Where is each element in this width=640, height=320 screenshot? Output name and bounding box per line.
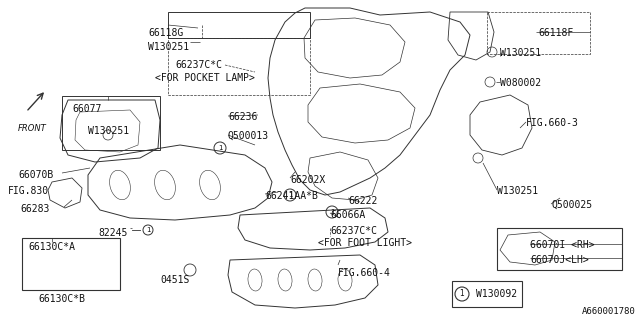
- Bar: [62, 96, 160, 150]
- Text: 66118G: 66118G: [148, 28, 183, 38]
- Text: 1: 1: [288, 192, 292, 198]
- Text: 66118F: 66118F: [538, 28, 573, 38]
- Text: W130092: W130092: [476, 289, 517, 299]
- Text: 66077: 66077: [72, 104, 101, 114]
- Text: 1: 1: [460, 290, 465, 299]
- Bar: [168, 12, 310, 38]
- Text: 66130C*A: 66130C*A: [28, 242, 75, 252]
- Text: W130251: W130251: [88, 126, 129, 136]
- Text: FIG.660-3: FIG.660-3: [526, 118, 579, 128]
- Bar: [452, 281, 522, 307]
- Bar: [168, 38, 310, 95]
- Text: FRONT: FRONT: [18, 124, 47, 133]
- Text: 1: 1: [146, 227, 150, 233]
- Text: 82245: 82245: [98, 228, 127, 238]
- Text: W130251: W130251: [500, 48, 541, 58]
- Text: W130251: W130251: [497, 186, 538, 196]
- Text: Q500013: Q500013: [228, 131, 269, 141]
- Text: 66222: 66222: [348, 196, 378, 206]
- Bar: [22, 238, 120, 290]
- Text: 66130C*B: 66130C*B: [38, 294, 85, 304]
- Text: A660001780: A660001780: [582, 307, 636, 316]
- Text: 0451S: 0451S: [160, 275, 189, 285]
- Text: FIG.660-4: FIG.660-4: [338, 268, 391, 278]
- Text: W080002: W080002: [500, 78, 541, 88]
- Text: 66237C*C: 66237C*C: [330, 226, 377, 236]
- Text: 66066A: 66066A: [330, 210, 365, 220]
- Text: 66070J<LH>: 66070J<LH>: [530, 255, 589, 265]
- Text: 1: 1: [218, 145, 222, 151]
- Bar: [497, 228, 622, 270]
- Text: Q500025: Q500025: [551, 200, 592, 210]
- Text: 66241AA*B: 66241AA*B: [265, 191, 318, 201]
- Text: <FOR POCKET LAMP>: <FOR POCKET LAMP>: [155, 73, 255, 83]
- Text: <FOR FOOT LIGHT>: <FOR FOOT LIGHT>: [318, 238, 412, 248]
- Text: 1: 1: [330, 209, 334, 215]
- Bar: [487, 12, 590, 54]
- Text: 66202X: 66202X: [290, 175, 325, 185]
- Text: FIG.830: FIG.830: [8, 186, 49, 196]
- Text: 66283: 66283: [20, 204, 49, 214]
- Text: W130251: W130251: [148, 42, 189, 52]
- Text: 66070B: 66070B: [18, 170, 53, 180]
- Text: 66070I <RH>: 66070I <RH>: [530, 240, 595, 250]
- Text: 66237C*C: 66237C*C: [175, 60, 222, 70]
- Text: 66236: 66236: [228, 112, 257, 122]
